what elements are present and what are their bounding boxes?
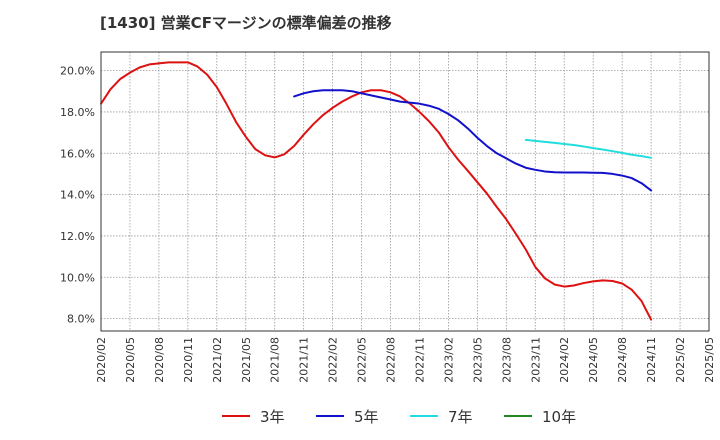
y-tick-label: 8.0%	[67, 313, 95, 326]
legend-item: 10年	[504, 402, 576, 430]
y-tick-label: 16.0%	[60, 147, 95, 160]
x-tick-label: 2024/08	[616, 337, 629, 383]
y-tick-label: 14.0%	[60, 189, 95, 202]
x-tick-label: 2025/05	[703, 337, 716, 383]
y-tick-label: 12.0%	[60, 230, 95, 243]
x-tick-label: 2020/05	[124, 337, 137, 383]
y-tick-label: 10.0%	[60, 271, 95, 284]
legend-swatch	[222, 415, 250, 417]
x-tick-label: 2021/11	[298, 337, 311, 383]
chart-plot: 8.0% 10.0% 12.0% 14.0% 16.0% 18.0% 20.0% 2020/…	[60, 51, 716, 383]
x-tick-label: 2023/05	[471, 337, 484, 383]
x-tick-label: 2024/11	[645, 337, 658, 383]
x-tick-label: 2022/11	[413, 337, 426, 383]
x-tick-label: 2021/08	[269, 337, 282, 383]
series-layer	[100, 61, 653, 321]
legend-swatch	[410, 415, 438, 417]
legend-label: 10年	[542, 407, 577, 426]
legend: 3年 5年 7年 10年	[0, 402, 720, 430]
legend-label: 7年	[448, 407, 473, 426]
x-tick-label: 2023/11	[529, 337, 542, 383]
series-line-2	[524, 138, 653, 159]
legend-item: 5年	[316, 402, 379, 430]
y-axis: 8.0% 10.0% 12.0% 14.0% 16.0% 18.0% 20.0%	[60, 65, 95, 326]
legend-item: 3年	[222, 402, 285, 430]
series-line-0	[100, 61, 653, 321]
x-tick-label: 2020/08	[153, 337, 166, 383]
grid-layer	[100, 52, 710, 331]
legend-item: 7年	[410, 402, 473, 430]
x-tick-label: 2020/02	[95, 337, 108, 383]
chart-title: [1430] 営業CFマージンの標準偏差の推移	[100, 14, 392, 32]
legend-swatch	[504, 415, 532, 417]
series-line-1	[293, 89, 653, 192]
x-tick-label: 2021/05	[240, 337, 253, 383]
plot-frame	[100, 51, 710, 332]
x-tick-label: 2025/02	[674, 337, 687, 383]
legend-label: 3年	[260, 407, 285, 426]
x-tick-label: 2024/05	[587, 337, 600, 383]
x-tick-label: 2023/02	[442, 337, 455, 383]
x-tick-label: 2023/08	[500, 337, 513, 383]
x-tick-label: 2022/05	[356, 337, 369, 383]
legend-label: 5年	[354, 407, 379, 426]
x-tick-label: 2020/11	[182, 337, 195, 383]
x-tick-label: 2022/08	[385, 337, 398, 383]
legend-swatch	[316, 415, 344, 417]
x-tick-label: 2021/02	[211, 337, 224, 383]
y-tick-label: 20.0%	[60, 65, 95, 78]
x-tick-label: 2024/02	[558, 337, 571, 383]
x-axis: 2020/02 2020/05 2020/08 2020/11 2021/02 2021/…	[95, 337, 716, 383]
x-tick-label: 2022/02	[327, 337, 340, 383]
y-tick-label: 18.0%	[60, 106, 95, 119]
